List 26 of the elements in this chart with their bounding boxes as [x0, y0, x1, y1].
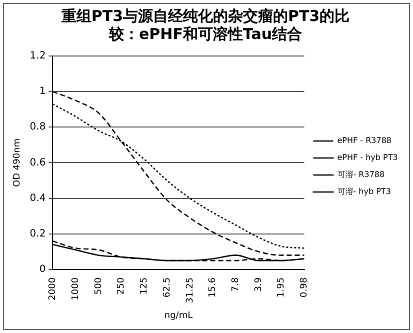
- x-tick-label: 15.6: [208, 277, 218, 298]
- legend-label: 可溶- hyb PT3: [337, 187, 391, 196]
- x-tick-label: 500: [94, 277, 104, 295]
- x-tick-label: 1.95: [276, 277, 287, 298]
- y-axis-title: OD 490nm: [12, 138, 23, 187]
- y-tick-label: 1: [39, 86, 46, 98]
- x-axis-title: ng/mL: [164, 310, 193, 321]
- x-tick-label: 0.98: [300, 277, 310, 298]
- x-tick-label: 250: [116, 277, 127, 295]
- legend-label: ePHF - R3788: [337, 136, 392, 146]
- x-tick-label: 7.8: [230, 277, 241, 292]
- chart-title: 重组PT3与源自经纯化的杂交瘤的PT3的比较：ePHF和可溶性Tau结合: [60, 6, 350, 43]
- legend-label: ePHF - hyb PT3: [337, 153, 398, 162]
- y-tick-label: 0: [39, 264, 46, 276]
- x-tick-label: 3.9: [254, 277, 264, 292]
- x-tick-label: 1000: [70, 277, 81, 300]
- x-tick-label: 2000: [48, 277, 58, 300]
- legend-label: 可溶- R3788: [337, 170, 385, 180]
- y-tick-label: 1.2: [30, 50, 46, 62]
- y-tick-label: 0.8: [30, 122, 46, 133]
- x-tick-label: 125: [140, 277, 150, 295]
- y-tick-label: 0.2: [30, 228, 46, 240]
- x-tick-label: 62.5: [162, 277, 172, 298]
- y-tick-label: 0.6: [30, 157, 46, 168]
- x-tick-label: 31.25: [185, 277, 196, 304]
- y-tick-label: 0.4: [30, 192, 46, 204]
